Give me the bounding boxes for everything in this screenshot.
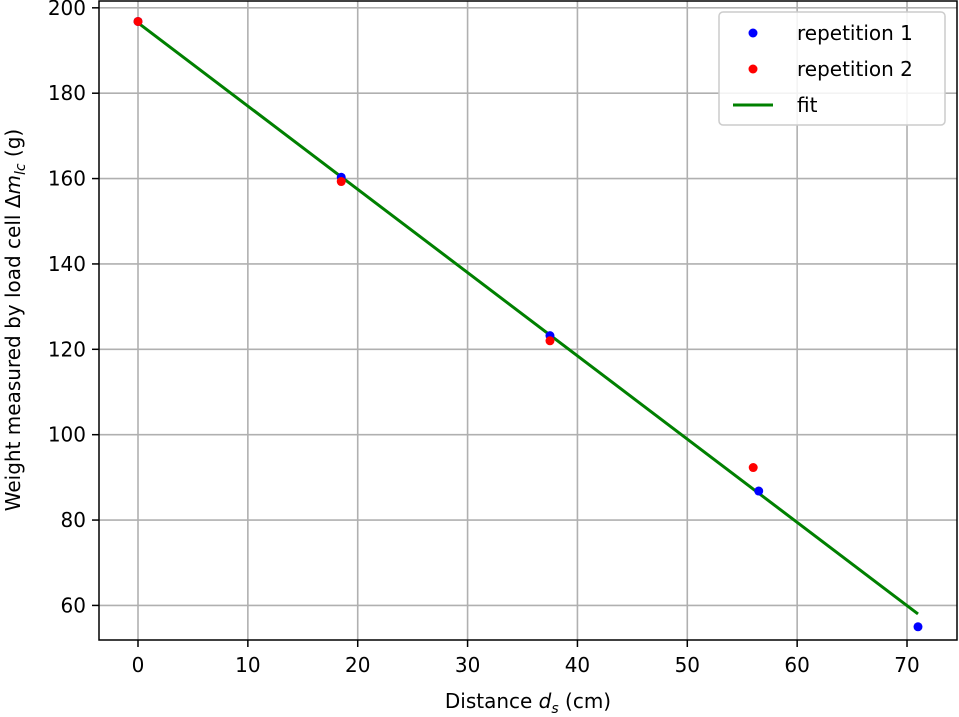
- series-layer: [133, 16, 923, 632]
- legend-label: repetition 1: [797, 21, 913, 45]
- data-point-repetition-2: [545, 336, 555, 346]
- fit-line: [137, 21, 919, 616]
- y-tick-label: 160: [48, 167, 86, 191]
- y-tick-label: 120: [48, 337, 86, 361]
- x-axis-title-symbol: d: [539, 689, 552, 713]
- y-tick-label: 80: [61, 508, 86, 532]
- y-axis-title-prefix: Weight measured by load cell Δ: [1, 194, 25, 511]
- x-tick-label: 0: [132, 653, 145, 677]
- y-axis-title-suffix: (g): [1, 129, 25, 164]
- y-tick-label: 100: [48, 423, 86, 447]
- legend-label: repetition 2: [797, 57, 913, 81]
- y-tick-label: 200: [48, 0, 86, 20]
- y-tick-label: 60: [61, 593, 86, 617]
- y-axis-title: Weight measured by load cell Δmlc (g): [1, 129, 29, 512]
- x-tick-label: 70: [894, 653, 919, 677]
- x-tick-label: 50: [675, 653, 700, 677]
- data-point-repetition-1: [754, 486, 764, 496]
- legend-label: fit: [797, 93, 818, 117]
- y-axis-title-symbol: m: [1, 175, 25, 194]
- x-tick-label: 30: [455, 653, 480, 677]
- x-axis-title-suffix: (cm): [559, 689, 611, 713]
- y-tick-label: 140: [48, 252, 86, 276]
- y-tick-label: 180: [48, 81, 86, 105]
- data-point-repetition-2: [336, 177, 346, 187]
- grid-layer: [99, 1, 957, 640]
- x-axis-title-subscript: s: [551, 701, 558, 713]
- x-tick-label: 60: [784, 653, 809, 677]
- data-point-repetition-2: [133, 16, 143, 26]
- legend-swatch-repetition-2: [748, 64, 758, 74]
- legend: repetition 1 repetition 2 fit: [718, 11, 946, 126]
- x-axis-title-prefix: Distance: [445, 689, 539, 713]
- x-tick-label: 10: [235, 653, 260, 677]
- x-axis-title: Distance ds (cm): [445, 689, 611, 713]
- x-tick-label: 20: [345, 653, 370, 677]
- legend-box: [718, 11, 946, 126]
- plot-frame: [98, 0, 958, 641]
- data-point-repetition-1: [913, 622, 923, 632]
- y-axis-title-subscript: lc: [13, 163, 29, 175]
- data-point-repetition-2: [748, 463, 758, 473]
- x-tick-label: 40: [565, 653, 590, 677]
- legend-swatch-repetition-1: [748, 28, 758, 38]
- ticks-layer: 0 10 20 30 40 50 60 70 60 80 100 120 140 160 180 200: [48, 0, 920, 677]
